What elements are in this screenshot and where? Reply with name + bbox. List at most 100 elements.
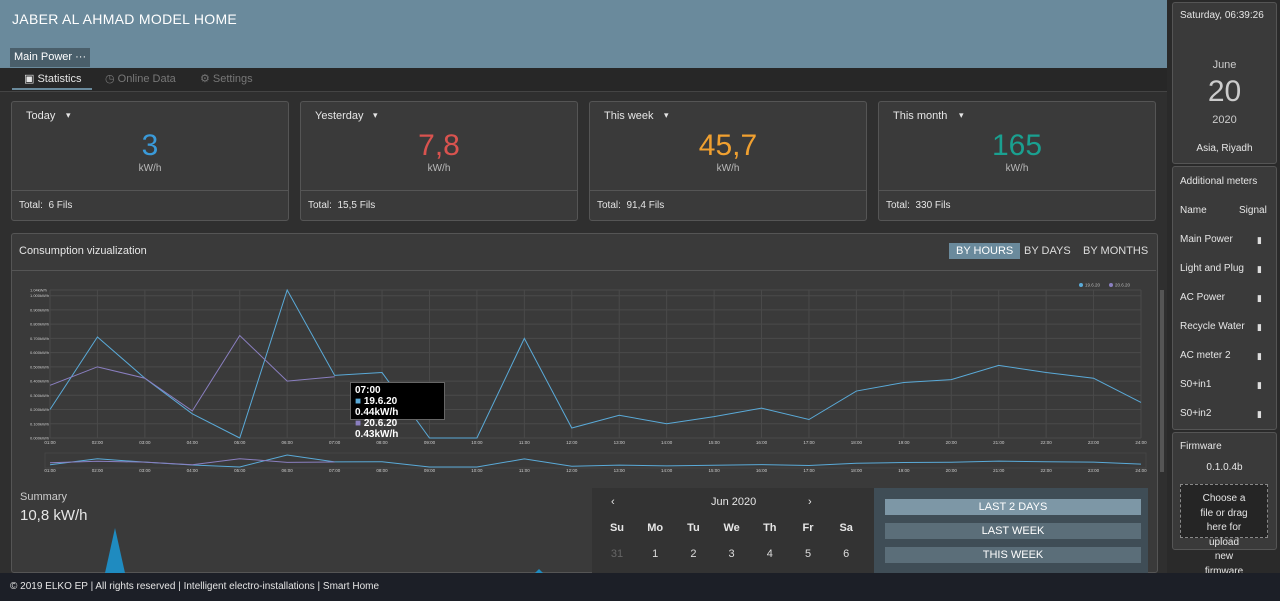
day[interactable]: 5 — [804, 548, 812, 560]
meter-name[interactable]: Recycle Water — [1180, 321, 1245, 332]
x-tick-label: 05:00 — [234, 440, 246, 445]
summary-title: Summary — [20, 491, 68, 503]
cal-next[interactable]: › — [808, 496, 812, 508]
firmware-title: Firmware — [1180, 441, 1222, 452]
y-tick-label: 0.400kW/h — [30, 379, 49, 384]
meter-name[interactable]: Light and Plug — [1180, 263, 1244, 274]
card-label[interactable]: This week — [604, 110, 654, 122]
range-button[interactable]: THIS WEEK — [885, 547, 1141, 563]
meters-signal-header: Signal — [1239, 205, 1267, 216]
navigator — [44, 452, 1147, 469]
cal-prev[interactable]: ‹ — [611, 496, 615, 508]
tab-label: Statistics — [37, 73, 82, 85]
meters-name-header: Name — [1180, 205, 1207, 216]
weekday: Tu — [687, 522, 700, 534]
nav-tick-label: 02:00 — [92, 468, 104, 473]
card-unit: kW/h — [1005, 163, 1029, 174]
meter-name[interactable]: AC Power — [1180, 292, 1226, 303]
y-tick-label: 0.600kW/h — [30, 350, 49, 355]
card-label[interactable]: This month — [893, 110, 948, 122]
total-value: 6 Fils — [48, 200, 73, 211]
upload-line: Choose a — [1202, 493, 1246, 504]
nav-tick-label: 12:00 — [566, 468, 578, 473]
stat-card: Today ▾ 3 kW/h Total: 6 Fils — [11, 101, 289, 221]
card-total: Total: 15,5 Fils — [308, 200, 375, 211]
upload-line: here for — [1206, 522, 1242, 533]
card-caret: ▾ — [373, 110, 378, 120]
stat-card: This week ▾ 45,7 kW/h Total: 91,4 Fils — [589, 101, 867, 221]
tooltip-row: ■ 19.6.20 0.44kW/h — [355, 396, 399, 418]
signal-icon: ▮ — [1257, 293, 1262, 303]
x-tick-label: 09:00 — [424, 440, 436, 445]
view-button[interactable]: BY HOURS — [949, 243, 1021, 259]
weekday: Fr — [802, 522, 814, 534]
upload-line: upload — [1208, 536, 1240, 548]
tooltip-series: 20.6.20 — [363, 418, 398, 429]
day[interactable]: 2 — [690, 548, 697, 560]
meter-name[interactable]: S0+in1 — [1180, 379, 1212, 390]
day[interactable]: 4 — [766, 548, 773, 560]
y-tick-label: 0.500kW/h — [30, 364, 49, 369]
nav-tick-label: 05:00 — [234, 468, 246, 473]
day[interactable]: 3 — [728, 548, 735, 560]
tooltip-value: 0.43kW/h — [355, 429, 399, 440]
upload-line: firmware — [1204, 565, 1244, 577]
y-tick-label: 0.800kW/h — [30, 322, 49, 327]
meters-panel — [1172, 166, 1277, 430]
signal-icon: ▮ — [1257, 235, 1262, 245]
nav-tick-label: 01:00 — [44, 468, 56, 473]
clock-panel — [1172, 2, 1277, 164]
total-value: 330 Fils — [915, 200, 951, 211]
tab[interactable]: ▣ Statistics — [24, 73, 82, 85]
nav-tick-label: 22:00 — [1040, 468, 1052, 473]
tab[interactable]: ⚙ Settings — [200, 73, 253, 85]
meters-title: Additional meters — [1180, 176, 1258, 187]
y-tick-label: 1.04kW/h — [30, 288, 47, 293]
nav-tick-label: 21:00 — [993, 468, 1005, 473]
x-tick-label: 06:00 — [282, 440, 294, 445]
upload-box[interactable] — [1180, 484, 1268, 538]
view-button[interactable]: BY MONTHS — [1083, 245, 1149, 257]
x-tick-label: 07:00 — [329, 440, 341, 445]
meter-name[interactable]: Main Power — [1180, 234, 1233, 245]
spike — [105, 528, 125, 573]
x-tick-label: 02:00 — [92, 440, 104, 445]
day[interactable]: 6 — [843, 548, 850, 560]
signal-icon: ▮ — [1257, 351, 1262, 361]
card-label[interactable]: Yesterday — [315, 110, 364, 122]
legend-swatch — [1109, 283, 1113, 287]
range-button[interactable]: LAST WEEK — [885, 523, 1141, 539]
card-caret: ▾ — [66, 110, 71, 120]
meter-menu[interactable]: ··· — [75, 51, 87, 63]
tab[interactable]: ◷ Online Data — [105, 73, 176, 85]
x-tick-label: 21:00 — [993, 440, 1005, 445]
card-label[interactable]: Today — [26, 110, 56, 122]
nav-tick-label: 07:00 — [329, 468, 341, 473]
meter-name[interactable]: S0+in2 — [1180, 408, 1212, 419]
separator — [12, 270, 1156, 271]
day[interactable]: 1 — [652, 548, 659, 560]
tab-underline — [12, 88, 92, 90]
nav-tick-label: 08:00 — [376, 468, 388, 473]
clock-datetime: Saturday, 06:39:26 — [1180, 10, 1264, 21]
day[interactable]: 31 — [610, 548, 624, 560]
total-value: 15,5 Fils — [337, 200, 376, 211]
x-tick-label: 18:00 — [851, 440, 863, 445]
y-tick-label: 0.200kW/h — [30, 407, 49, 412]
clock-zone: Asia, Riyadh — [1196, 143, 1253, 154]
card-caret: ▾ — [959, 110, 964, 120]
navigator-line — [49, 458, 335, 466]
meter-selector[interactable]: Main Power ··· — [10, 48, 91, 67]
summary-value: 10,8 kW/h — [20, 507, 88, 524]
card-value: 3 — [141, 129, 159, 162]
y-tick-label: 0.900kW/h — [30, 307, 49, 312]
view-button[interactable]: BY DAYS — [1024, 245, 1071, 257]
card-total: Total: 6 Fils — [19, 200, 72, 211]
y-tick-label: 0.700kW/h — [30, 336, 49, 341]
x-tick-label: 23:00 — [1088, 440, 1100, 445]
range-button[interactable]: LAST 2 DAYS — [885, 499, 1141, 515]
meter-name[interactable]: AC meter 2 — [1180, 350, 1231, 361]
nav-tick-label: 19:00 — [898, 468, 910, 473]
signal-icon: ▮ — [1257, 264, 1262, 274]
